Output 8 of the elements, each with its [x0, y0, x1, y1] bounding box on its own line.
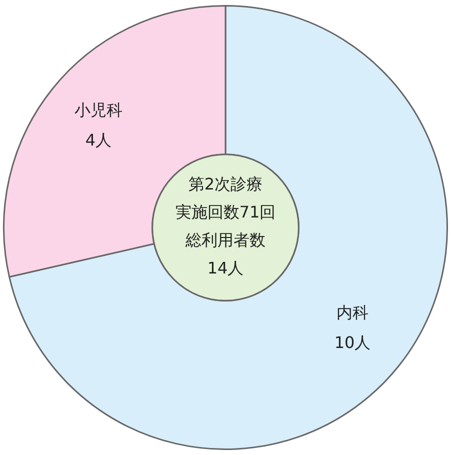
slice-label: 小児科	[74, 100, 122, 120]
data-label: 10人	[334, 332, 371, 352]
text: 実施回数71回	[175, 202, 276, 222]
data-label: 4人	[85, 130, 112, 150]
text: 総利用者数	[184, 230, 266, 250]
text: 14人	[207, 258, 244, 278]
text: 第2次診療	[188, 174, 263, 194]
slice-label: 内科	[336, 302, 369, 322]
